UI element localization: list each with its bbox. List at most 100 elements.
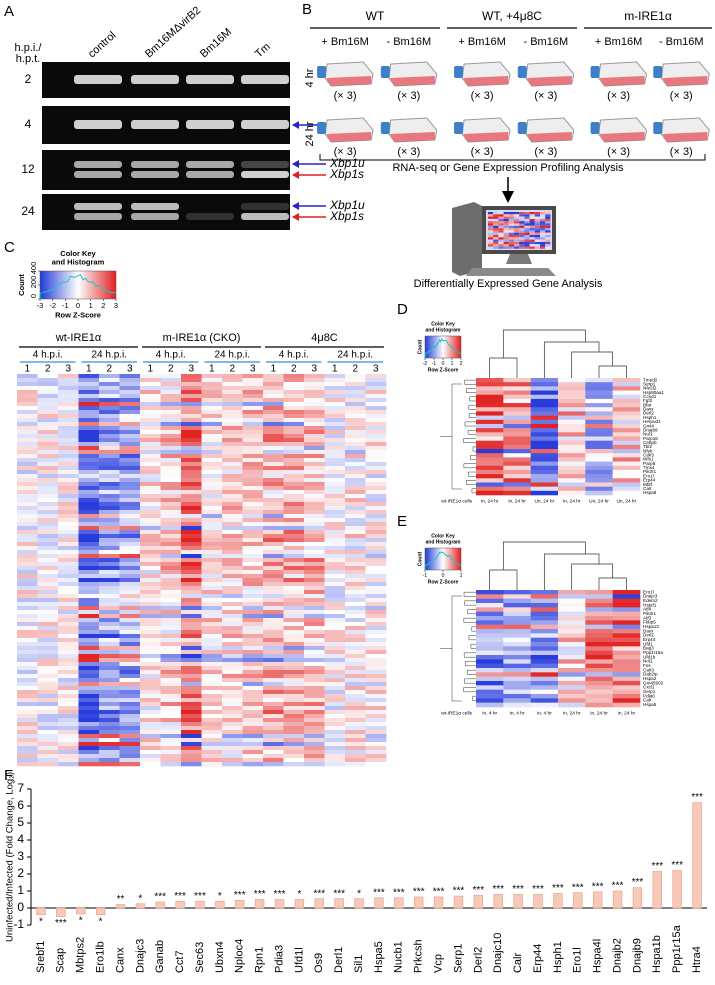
heatmap-cell: [58, 590, 79, 595]
heatmap-cell: [17, 430, 38, 435]
heatmap-cell: [160, 642, 182, 647]
flask-cap: [517, 66, 527, 78]
heatmap-cell: [140, 522, 161, 527]
heatmap-cell: [242, 546, 264, 551]
screen-cell: [524, 246, 530, 249]
heatmap-cell: [99, 634, 120, 639]
heatmap-cell: [37, 498, 59, 503]
screen-cell: [519, 216, 525, 219]
flask-cap: [653, 66, 663, 78]
flask-medium: [326, 76, 372, 86]
dendrogram: [489, 329, 627, 378]
screen-cell: [514, 239, 520, 242]
heatmap-cell: [263, 566, 284, 571]
heatmap-cell: [181, 594, 202, 599]
x-tick-label: Ganab: [154, 940, 166, 973]
heatmap-cell: [304, 702, 325, 707]
heatmap-cell: [365, 714, 387, 719]
heatmap-cell: [283, 598, 305, 603]
heatmap-cell: [181, 750, 202, 755]
heatmap-cell: [365, 658, 387, 663]
heatmap-cell: [530, 440, 559, 446]
panel-label: C: [4, 239, 15, 256]
heatmap-cell: [201, 494, 223, 499]
heatmap-cell: [160, 730, 182, 735]
heatmap-cell: [181, 558, 202, 563]
heatmap-cell: [37, 586, 59, 591]
heatmap-cell: [530, 469, 559, 475]
heatmap-cell: [345, 562, 366, 567]
heatmap-cell: [160, 690, 182, 695]
gel-band: [241, 203, 289, 210]
heatmap-cell: [365, 738, 387, 743]
heatmap-cell: [140, 686, 161, 691]
heatmap-cell: [201, 678, 223, 683]
heatmap-cell: [160, 754, 182, 759]
heatmap-cell: [181, 462, 202, 467]
heatmap-cell: [78, 626, 100, 631]
arrow-head: [292, 202, 299, 210]
heatmap-cell: [78, 658, 100, 663]
heatmap-cell: [58, 638, 79, 643]
significance: ***: [592, 881, 604, 892]
heatmap-cell: [119, 438, 141, 443]
heatmap-cell: [612, 672, 641, 677]
heatmap-cell: [263, 518, 284, 523]
heatmap-cell: [222, 606, 243, 611]
heatmap-cell: [365, 678, 387, 683]
heatmap-cell: [558, 650, 586, 656]
heatmap-cell: [222, 690, 243, 695]
bar: [95, 907, 106, 916]
heatmap-cell: [324, 458, 346, 463]
heatmap-cell: [585, 436, 613, 441]
heatmap-cell: [283, 478, 305, 483]
heatmap-cell: [558, 694, 586, 699]
heatmap-cell: [585, 594, 613, 599]
heatmap-cell: [324, 758, 346, 763]
heatmap-cell: [242, 562, 264, 567]
heatmap-cell: [222, 494, 243, 499]
heatmap-cell: [78, 486, 100, 491]
heatmap-cell: [365, 578, 387, 583]
heatmap-cell: [530, 407, 559, 412]
heatmap-cell: [585, 432, 613, 437]
heatmap-cell: [201, 466, 223, 471]
heatmap-cell: [345, 598, 366, 603]
heatmap-cell: [222, 578, 243, 583]
heatmap-cell: [140, 690, 161, 695]
heatmap-cell: [58, 386, 79, 391]
heatmap-cell: [37, 534, 59, 539]
flask-medium: [389, 132, 435, 142]
heatmap-cell: [181, 598, 202, 603]
heatmap-cell: [201, 382, 223, 387]
heatmap-cell: [283, 450, 305, 455]
heatmap-cell: [242, 390, 264, 395]
heatmap-cell: [17, 754, 38, 759]
dendrogram: [440, 591, 476, 702]
screen-cell: [514, 241, 520, 245]
heatmap-cell: [201, 490, 223, 495]
time-label: 24 hr: [304, 121, 316, 146]
heatmap-cell: [283, 730, 305, 735]
heatmap-cell: [585, 616, 613, 621]
heatmap-cell: [558, 386, 586, 391]
heatmap-cell: [222, 718, 243, 723]
gel-band: [74, 203, 122, 210]
heatmap-cell: [17, 730, 38, 735]
heatmap-cell: [201, 450, 223, 455]
heatmap-cell: [585, 659, 613, 664]
screen-cell: [529, 221, 535, 224]
heatmap-cell: [365, 706, 387, 711]
significance: ***: [393, 887, 405, 898]
heatmap-cell: [365, 598, 387, 603]
heatmap-cell: [503, 702, 531, 708]
screen-cell: [545, 218, 551, 222]
heatmap-cell: [99, 482, 120, 487]
heatmap-cell: [283, 686, 305, 691]
lane-label: Tm: [253, 41, 273, 61]
heatmap-cell: [304, 534, 325, 539]
gene-label: Ero1l: [643, 473, 654, 478]
heatmap-cell: [37, 390, 59, 395]
heatmap-cell: [58, 494, 79, 499]
flask-icon: [517, 117, 575, 143]
